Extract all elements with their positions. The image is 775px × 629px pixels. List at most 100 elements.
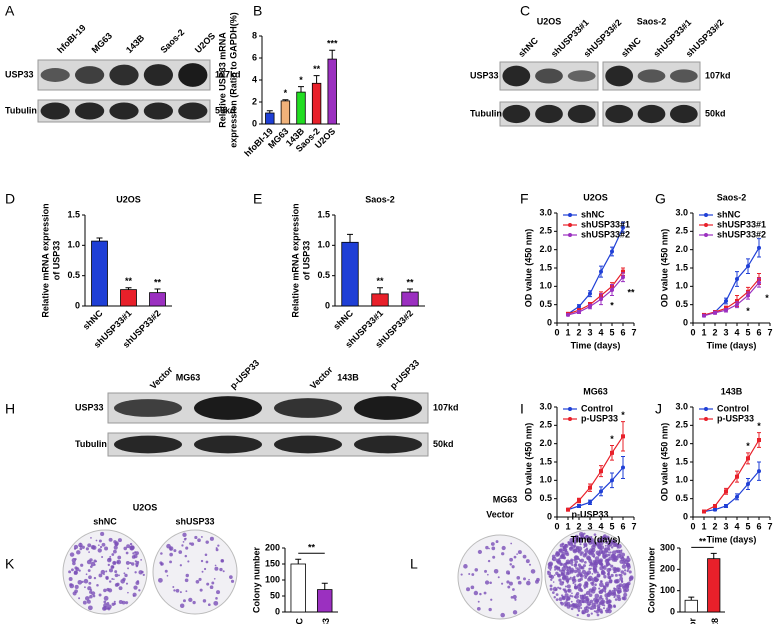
- colony: [73, 544, 79, 549]
- colony: [68, 570, 72, 574]
- colony: [134, 560, 137, 563]
- colony: [179, 591, 182, 594]
- colony: [595, 550, 601, 556]
- colony: [623, 587, 627, 591]
- significance: **: [308, 543, 316, 553]
- colony: [132, 552, 135, 555]
- colony: [580, 607, 583, 609]
- colony: [492, 555, 496, 559]
- colony: [552, 586, 558, 592]
- marker: [757, 438, 761, 442]
- y-tick-label: 200: [660, 564, 675, 574]
- y-tick-label: 1.0: [317, 240, 330, 250]
- colony: [616, 546, 619, 549]
- band: [637, 104, 666, 124]
- plate-label: p-USP33: [571, 509, 608, 519]
- bar: [91, 240, 108, 307]
- colony: [567, 588, 571, 592]
- colony: [187, 560, 190, 563]
- colony: [581, 566, 585, 570]
- band: [535, 68, 563, 84]
- colony: [536, 577, 540, 582]
- colony: [497, 576, 500, 579]
- colony: [79, 547, 83, 551]
- colony: [605, 597, 609, 600]
- colony: [618, 549, 623, 554]
- colony: [215, 547, 218, 550]
- error-bar: [347, 233, 353, 243]
- colony: [585, 555, 591, 561]
- colony: [562, 575, 566, 580]
- colony: [88, 581, 92, 585]
- plate-label: shUSP33: [175, 516, 214, 526]
- colony: [199, 588, 203, 592]
- x-tick-label: 6: [620, 327, 625, 337]
- colony: [607, 553, 611, 557]
- colony: [95, 539, 98, 542]
- x-axis-label: Time (days): [707, 340, 757, 350]
- colony: [96, 583, 99, 587]
- colony: [604, 544, 607, 547]
- colony: [108, 537, 113, 542]
- x-tick-label: 2: [712, 521, 717, 531]
- colony: [84, 586, 86, 589]
- colony: [553, 596, 556, 599]
- colony: [474, 568, 479, 572]
- x-tick-label: 2: [576, 327, 581, 337]
- protein-label: Tubulin: [470, 108, 502, 118]
- colony: [619, 573, 623, 578]
- marker: [599, 469, 603, 474]
- y-tick-label: 0.5: [67, 270, 80, 280]
- y-tick-label: 0.5: [317, 270, 330, 280]
- line: [567, 271, 624, 315]
- band: [535, 104, 563, 124]
- colony: [581, 594, 587, 600]
- colony: [549, 587, 553, 591]
- colony: [512, 588, 515, 591]
- colony: [598, 555, 600, 557]
- colony: [604, 581, 610, 586]
- colony: [596, 613, 600, 617]
- bar: [341, 241, 359, 307]
- colony: [491, 546, 496, 551]
- colony: [571, 602, 576, 607]
- colony: [108, 580, 112, 583]
- colony: [215, 548, 219, 552]
- colony: [583, 542, 588, 547]
- marker: [588, 500, 592, 505]
- colony: [90, 545, 96, 550]
- legend-marker: [568, 407, 572, 411]
- colony: [576, 567, 579, 570]
- colony: [95, 560, 98, 563]
- colony: [468, 572, 471, 575]
- line: [567, 227, 624, 315]
- colony: [613, 596, 616, 599]
- colony: [111, 578, 114, 580]
- colony: [610, 546, 614, 549]
- band: [502, 104, 531, 124]
- x-tick-label: 1: [701, 327, 706, 337]
- y-tick-label: 3.0: [539, 207, 552, 217]
- x-tick-label: 5: [745, 327, 750, 337]
- colony: [629, 575, 634, 580]
- lane-label: shNC: [516, 35, 540, 59]
- colony: [89, 589, 93, 592]
- colony: [213, 600, 219, 606]
- colony: [569, 537, 574, 543]
- chart-title: U2OS: [583, 192, 608, 202]
- colony: [484, 569, 488, 573]
- significance: **: [313, 64, 321, 74]
- colony: [591, 553, 596, 558]
- y-tick-label: 0: [252, 118, 257, 128]
- panel-letter: H: [5, 401, 15, 417]
- colony: [560, 594, 564, 597]
- colony: [116, 561, 120, 564]
- colony: [197, 538, 201, 543]
- colony: [591, 573, 594, 575]
- colony: [507, 585, 511, 589]
- colony: [604, 609, 607, 612]
- band: [637, 69, 666, 83]
- colony: [509, 557, 513, 562]
- chart-title: 143B: [721, 386, 743, 396]
- colony: [90, 565, 93, 568]
